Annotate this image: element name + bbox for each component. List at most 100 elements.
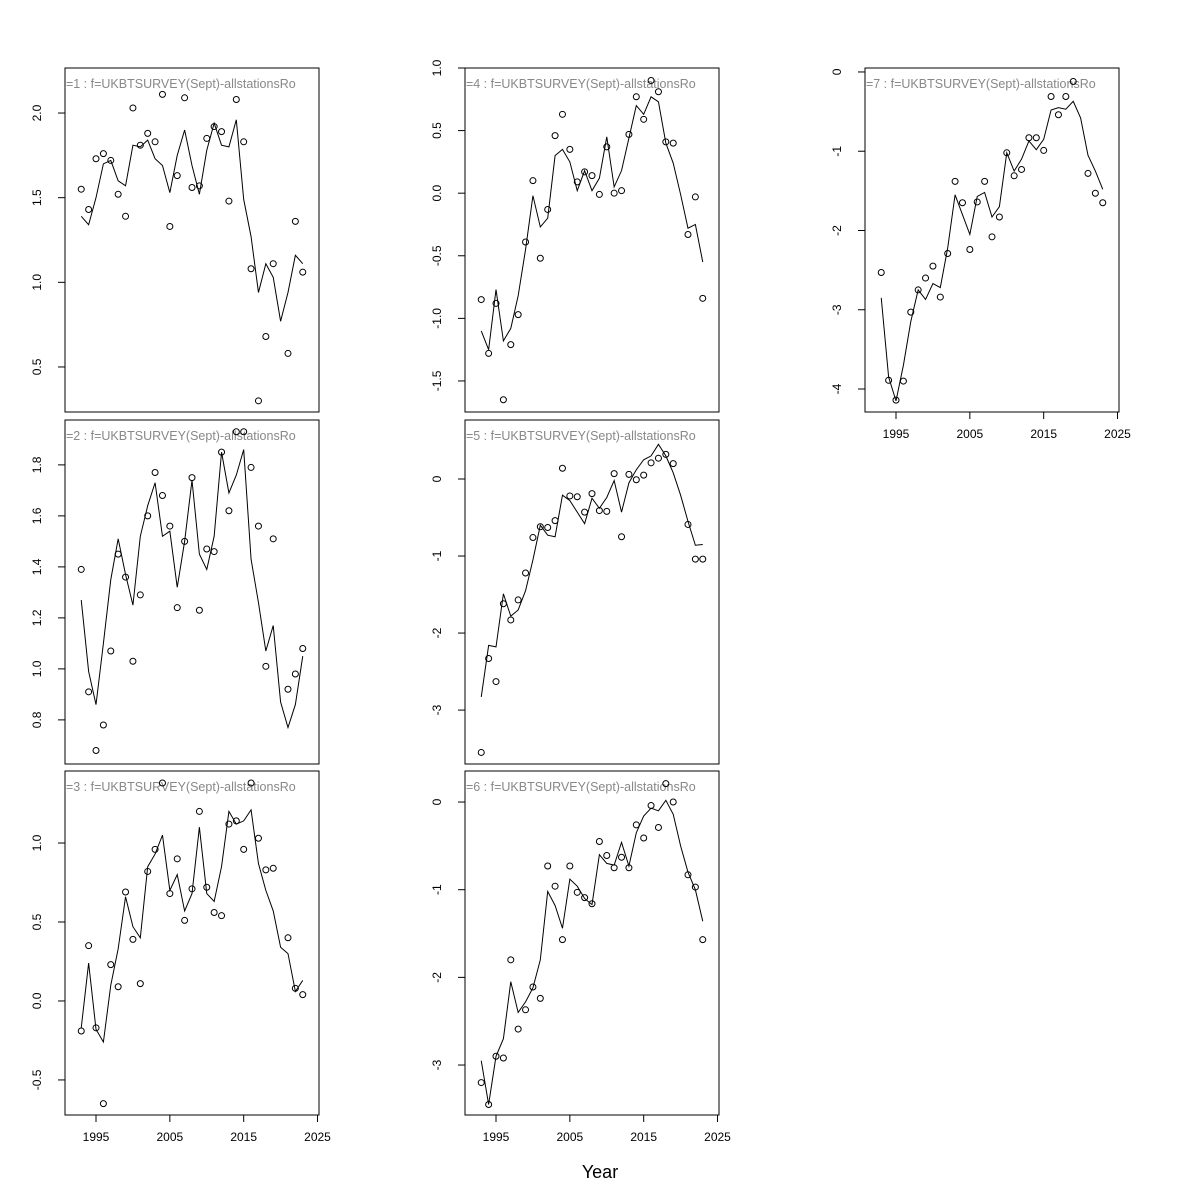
- data-point: [114, 983, 122, 991]
- data-point: [544, 524, 552, 532]
- data-point: [99, 721, 107, 729]
- data-point: [77, 185, 85, 193]
- data-point: [1054, 111, 1062, 119]
- data-point: [662, 780, 670, 788]
- x-tick-label: 1995: [483, 1130, 510, 1144]
- data-point: [610, 189, 618, 197]
- data-point: [499, 396, 507, 404]
- data-point: [573, 493, 581, 501]
- data-point: [625, 470, 633, 478]
- data-point: [640, 834, 648, 842]
- data-point: [507, 341, 515, 349]
- data-point: [536, 523, 544, 531]
- data-point: [107, 961, 115, 969]
- plot-frame: [64, 770, 320, 1116]
- data-point: [247, 779, 255, 787]
- data-point: [85, 942, 93, 950]
- panel-title: a=2 : f=UKBTSURVEY(Sept)-allstationsRo: [59, 429, 296, 443]
- data-point: [558, 110, 566, 118]
- data-point: [603, 143, 611, 151]
- data-point: [166, 522, 174, 530]
- y-tick-label: -2: [430, 627, 444, 638]
- data-point: [566, 862, 574, 870]
- data-point: [551, 882, 559, 890]
- data-point: [485, 654, 493, 662]
- data-point: [1069, 77, 1077, 85]
- y-tick-label: 0.5: [430, 122, 444, 139]
- data-point: [166, 222, 174, 230]
- data-point: [195, 182, 203, 190]
- plot-frame: [864, 67, 1120, 413]
- data-point: [1018, 165, 1026, 173]
- y-tick-label: -3: [430, 1059, 444, 1070]
- data-point: [981, 177, 989, 185]
- data-point: [158, 779, 166, 787]
- data-point: [573, 888, 581, 896]
- data-point: [225, 507, 233, 515]
- panel-title: a=7 : f=UKBTSURVEY(Sept)-allstationsRo: [859, 77, 1096, 91]
- data-point: [299, 644, 307, 652]
- data-point: [262, 866, 270, 874]
- data-point: [647, 459, 655, 467]
- panel-title: a=5 : f=UKBTSURVEY(Sept)-allstationsRo: [459, 429, 696, 443]
- data-point: [299, 268, 307, 276]
- y-tick-label: -1: [830, 146, 844, 157]
- data-point: [477, 296, 485, 304]
- data-point: [1040, 146, 1048, 154]
- panel: a=5 : f=UKBTSURVEY(Sept)-allstationsRo 0 -…: [430, 419, 720, 765]
- data-point: [507, 616, 515, 624]
- data-point: [151, 845, 159, 853]
- data-point: [158, 90, 166, 98]
- panel-title: a=4 : f=UKBTSURVEY(Sept)-allstationsRo: [459, 77, 696, 91]
- data-point: [544, 862, 552, 870]
- data-point: [225, 197, 233, 205]
- x-tick-label: 2025: [1104, 427, 1131, 441]
- panel-title: a=3 : f=UKBTSURVEY(Sept)-allstationsRo: [59, 780, 296, 794]
- y-tick-label: -1: [430, 884, 444, 895]
- data-point: [662, 138, 670, 146]
- data-point: [691, 193, 699, 201]
- x-tick-label: 2015: [630, 1130, 657, 1144]
- data-point: [195, 807, 203, 815]
- plot-frame: [464, 419, 720, 765]
- data-point: [107, 156, 115, 164]
- data-point: [610, 470, 618, 478]
- fitted-line: [480, 799, 704, 1105]
- data-point: [618, 853, 626, 861]
- data-point: [662, 450, 670, 458]
- data-point: [536, 994, 544, 1002]
- panel-title: a=6 : f=UKBTSURVEY(Sept)-allstationsRo: [459, 780, 696, 794]
- fitted-line: [880, 100, 1104, 402]
- data-point: [669, 460, 677, 468]
- data-point: [173, 172, 181, 180]
- panel-title: a=1 : f=UKBTSURVEY(Sept)-allstationsRo: [59, 77, 296, 91]
- fitted-line: [80, 808, 304, 1044]
- x-tick-label: 1995: [883, 427, 910, 441]
- plot-frame: [64, 67, 320, 413]
- data-point: [291, 217, 299, 225]
- y-tick-label: 1.0: [30, 660, 44, 677]
- data-point: [922, 274, 930, 282]
- data-point: [929, 262, 937, 270]
- data-point: [269, 864, 277, 872]
- data-point: [247, 265, 255, 273]
- x-tick-label: 2015: [230, 1130, 257, 1144]
- x-tick-label: 2025: [704, 1130, 731, 1144]
- x-tick-label: 2005: [956, 427, 983, 441]
- panel: a=4 : f=UKBTSURVEY(Sept)-allstationsRo 1.…: [430, 59, 720, 413]
- data-point: [173, 855, 181, 863]
- data-point: [669, 798, 677, 806]
- data-point: [514, 596, 522, 604]
- data-point: [254, 397, 262, 405]
- y-tick-label: 1.4: [30, 558, 44, 575]
- y-tick-label: 0.5: [30, 358, 44, 375]
- data-point: [218, 912, 226, 920]
- y-tick-label: 1.2: [30, 609, 44, 626]
- data-point: [588, 900, 596, 908]
- data-point: [232, 95, 240, 103]
- data-point: [144, 512, 152, 520]
- data-point: [558, 936, 566, 944]
- data-point: [92, 1024, 100, 1032]
- data-point: [544, 205, 552, 213]
